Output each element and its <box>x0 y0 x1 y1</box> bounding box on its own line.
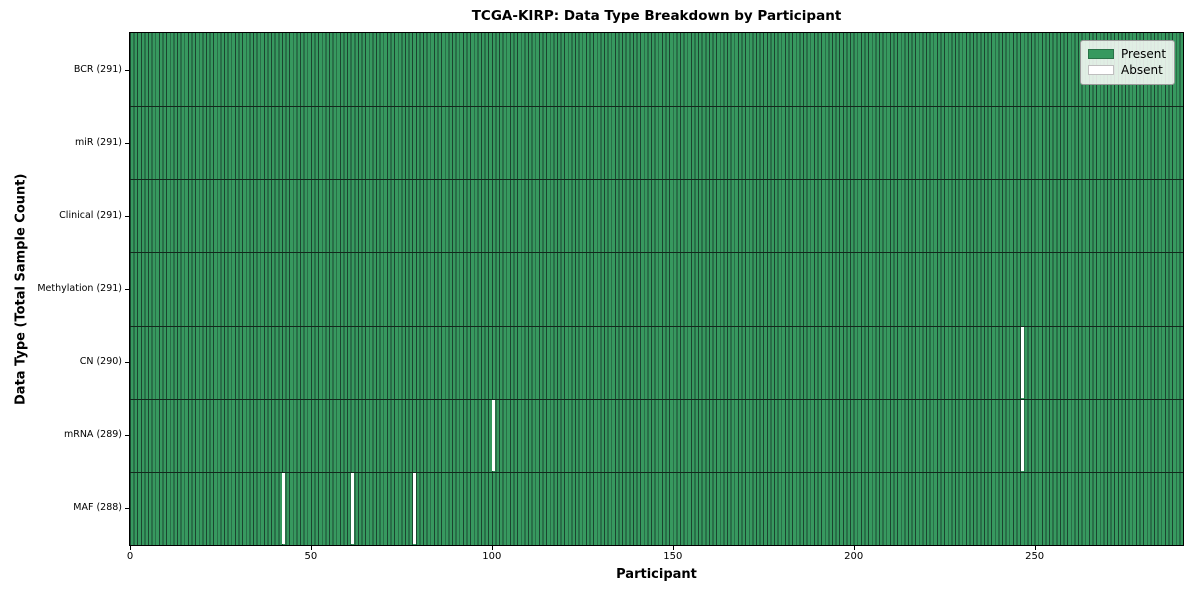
x-tick-mark <box>853 546 855 550</box>
y-tick-mark <box>125 69 130 71</box>
x-tick-label-100: 100 <box>482 551 502 562</box>
legend-label: Present <box>1121 47 1167 61</box>
y-tick-label-Clinical: Clinical (291) <box>59 209 122 221</box>
x-tick-label-0: 0 <box>126 551 134 562</box>
x-tick-mark <box>130 546 131 550</box>
x-tick-mark <box>491 546 493 550</box>
row-separator <box>130 252 1183 254</box>
y-tick-mark <box>125 435 130 437</box>
y-tick-mark <box>125 289 130 290</box>
absent-cell-MAF-61 <box>351 472 355 544</box>
x-axis-label: Participant <box>616 567 697 582</box>
x-tick-mark <box>1034 546 1036 550</box>
row-separator <box>130 471 1183 473</box>
y-tick-label-CN: CN (290) <box>79 356 122 368</box>
y-tick-label-BCR: BCR (291) <box>73 63 122 75</box>
row-separator <box>130 179 1183 181</box>
x-tick-label-150: 150 <box>663 551 683 562</box>
y-tick-mark <box>125 508 130 510</box>
plot-area <box>130 33 1183 545</box>
x-tick-mark <box>310 546 312 550</box>
y-tick-mark <box>125 362 130 364</box>
x-tick-label-250: 250 <box>1025 551 1045 562</box>
x-tick-mark <box>672 546 674 550</box>
absent-cell-MAF-42 <box>282 472 286 544</box>
y-tick-mark <box>125 142 130 144</box>
absent-cell-MAF-78 <box>412 472 416 544</box>
y-tick-label-miR: miR (291) <box>74 136 122 148</box>
row-separator <box>130 325 1183 327</box>
y-tick-label-mRNA: mRNA (289) <box>63 429 122 441</box>
legend-swatch-absent <box>1088 65 1114 75</box>
legend-swatch-present <box>1088 49 1114 59</box>
y-tick-label-MAF: MAF (288) <box>73 502 122 514</box>
legend-label: Absent <box>1121 63 1163 77</box>
x-tick-label-200: 200 <box>844 551 864 562</box>
legend-item-present: Present <box>1088 46 1167 62</box>
absent-cell-mRNA-246 <box>1020 399 1024 471</box>
row-separator <box>130 106 1183 108</box>
y-tick-mark <box>125 215 130 217</box>
row-separator <box>130 398 1183 400</box>
legend: Present Absent <box>1080 40 1175 85</box>
x-tick-label-50: 50 <box>304 551 318 562</box>
chart-title: TCGA-KIRP: Data Type Breakdown by Partic… <box>471 8 842 24</box>
legend-item-absent: Absent <box>1088 62 1167 78</box>
y-tick-label-Methylation: Methylation (291) <box>37 283 122 294</box>
absent-cell-CN-246 <box>1020 326 1024 398</box>
absent-cell-mRNA-100 <box>492 399 496 471</box>
